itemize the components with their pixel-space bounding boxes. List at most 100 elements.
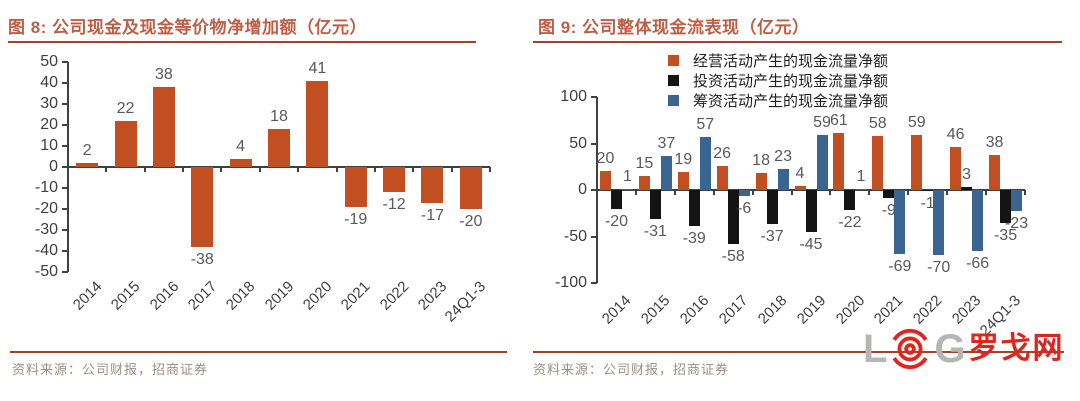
y-axis-tick (591, 235, 597, 238)
x-axis-category-label: 2015 (637, 292, 674, 328)
bar-value-label: 38 (155, 66, 173, 84)
logo: L G 罗戈网 (863, 322, 1065, 376)
bar-value-label: 19 (674, 151, 693, 169)
figure-8-bottom-rule (10, 351, 507, 353)
bar (383, 167, 406, 193)
bar-value-label: 20 (596, 150, 615, 168)
x-axis-category-label: 2017 (715, 292, 752, 328)
bar (794, 186, 806, 190)
bar-value-label: 59 (813, 114, 831, 132)
y-axis-tick (62, 61, 68, 63)
x-axis-tick (673, 190, 676, 195)
x-axis-tick (258, 167, 261, 172)
y-axis-tick (62, 250, 68, 252)
bar-value-label: 15 (635, 155, 654, 173)
figure-8-title-rule (8, 41, 476, 43)
y-axis-tick-label: -100 (554, 274, 587, 291)
legend-item: 经营活动产生的现金流量净额 (668, 50, 888, 70)
bar-value-label: 1 (856, 168, 866, 185)
logo-target-icon (893, 328, 928, 370)
x-axis-category-label: 2018 (754, 292, 791, 328)
bar (922, 190, 934, 191)
y-axis-tick-label: -50 (34, 263, 58, 280)
bar (660, 155, 672, 190)
y-axis-tick-label: -20 (34, 200, 58, 217)
bar (459, 167, 482, 209)
x-axis-tick (634, 190, 637, 195)
bar (972, 190, 984, 252)
bar (76, 162, 99, 167)
figure-9-bar-chart: 100 50 0 -50 -100 20 15 19 26 18 4 61 58 59 46 38 -20 -31… (533, 0, 1080, 401)
bar-value-label: 4 (795, 165, 805, 183)
bar-value-label: -37 (760, 228, 784, 246)
legend-label: 筹资活动产生的现金流量净额 (693, 92, 889, 110)
x-axis-tick (297, 167, 300, 172)
bar-value-label: -66 (966, 255, 990, 273)
x-axis-tick (985, 190, 988, 195)
bar (688, 190, 700, 227)
bar (872, 136, 884, 190)
x-axis-category-label: 2018 (223, 278, 259, 314)
x-axis-category-label: 2014 (69, 278, 106, 314)
x-axis-category-label: 2022 (376, 278, 413, 314)
legend-item: 投资活动产生的现金流量净额 (668, 70, 888, 90)
bar-value-label: -1 (920, 195, 935, 212)
y-axis-tick (591, 189, 597, 191)
bar (833, 133, 845, 190)
y-axis-tick-label: 0 (578, 181, 587, 198)
bar-value-label: 41 (308, 59, 327, 77)
logo-cn-text: 罗戈网 (968, 332, 1065, 365)
legend-item: 筹资活动产生的现金流量净额 (668, 90, 888, 110)
bar-value-label: 18 (270, 108, 288, 126)
x-axis-tick (450, 167, 453, 172)
figure-9-source-note: 资料来源：公司财报，招商证券 (533, 362, 730, 377)
y-axis-tick-label: 0 (49, 158, 58, 175)
bar-value-label: -20 (604, 212, 629, 230)
bar-value-label: -69 (888, 258, 912, 276)
legend-swatch-icon (668, 94, 679, 106)
legend-swatch-icon (668, 74, 679, 86)
x-axis-tick (907, 190, 910, 195)
x-axis-category-label: 2019 (261, 278, 298, 314)
bar-value-label: 1 (623, 168, 632, 185)
bar (699, 136, 711, 190)
bar-value-label: -22 (838, 214, 862, 232)
bar-value-label: -12 (382, 196, 406, 214)
bar (191, 167, 214, 247)
y-axis-tick (62, 145, 68, 147)
bar-value-label: -38 (190, 250, 214, 268)
bar (911, 135, 923, 190)
bar-value-label: -23 (1004, 215, 1029, 233)
x-axis-tick (489, 167, 491, 172)
bar-value-label: 38 (985, 133, 1004, 151)
bar-value-label: 59 (907, 114, 926, 132)
x-axis-category-label: 2016 (676, 292, 713, 328)
x-axis-tick (373, 167, 376, 172)
bar-value-label: 22 (116, 99, 135, 117)
y-axis-tick (62, 229, 68, 231)
figure-9-title-rule (533, 41, 1062, 43)
figure-9-bottom-rule (533, 351, 1064, 353)
bar (344, 167, 367, 207)
bar-value-label: 2 (82, 141, 92, 159)
bar (989, 154, 1001, 190)
bar (716, 165, 728, 190)
figure-9-legend: 经营活动产生的现金流量净额 投资活动产生的现金流量净额筹资活动产生的现金流量净额 (668, 50, 888, 110)
x-axis-category-label: 2021 (338, 278, 374, 314)
y-axis-tick-label: 20 (40, 116, 58, 133)
x-axis-tick (596, 190, 598, 195)
y-axis-tick (591, 142, 597, 145)
x-axis-tick (220, 167, 223, 172)
bar-value-label: 4 (236, 137, 246, 155)
bar (677, 172, 689, 190)
y-axis-tick (591, 96, 597, 98)
bar-value-label: -45 (799, 235, 823, 253)
bar-value-label: -31 (643, 222, 667, 240)
bar (738, 190, 750, 196)
bar (755, 173, 767, 190)
x-axis-category-label: 2015 (107, 278, 144, 314)
y-axis-tick-label: 50 (40, 53, 58, 70)
y-axis-tick (62, 124, 68, 126)
bar-value-label: 37 (657, 134, 676, 152)
bar-value-label: -19 (344, 210, 368, 228)
